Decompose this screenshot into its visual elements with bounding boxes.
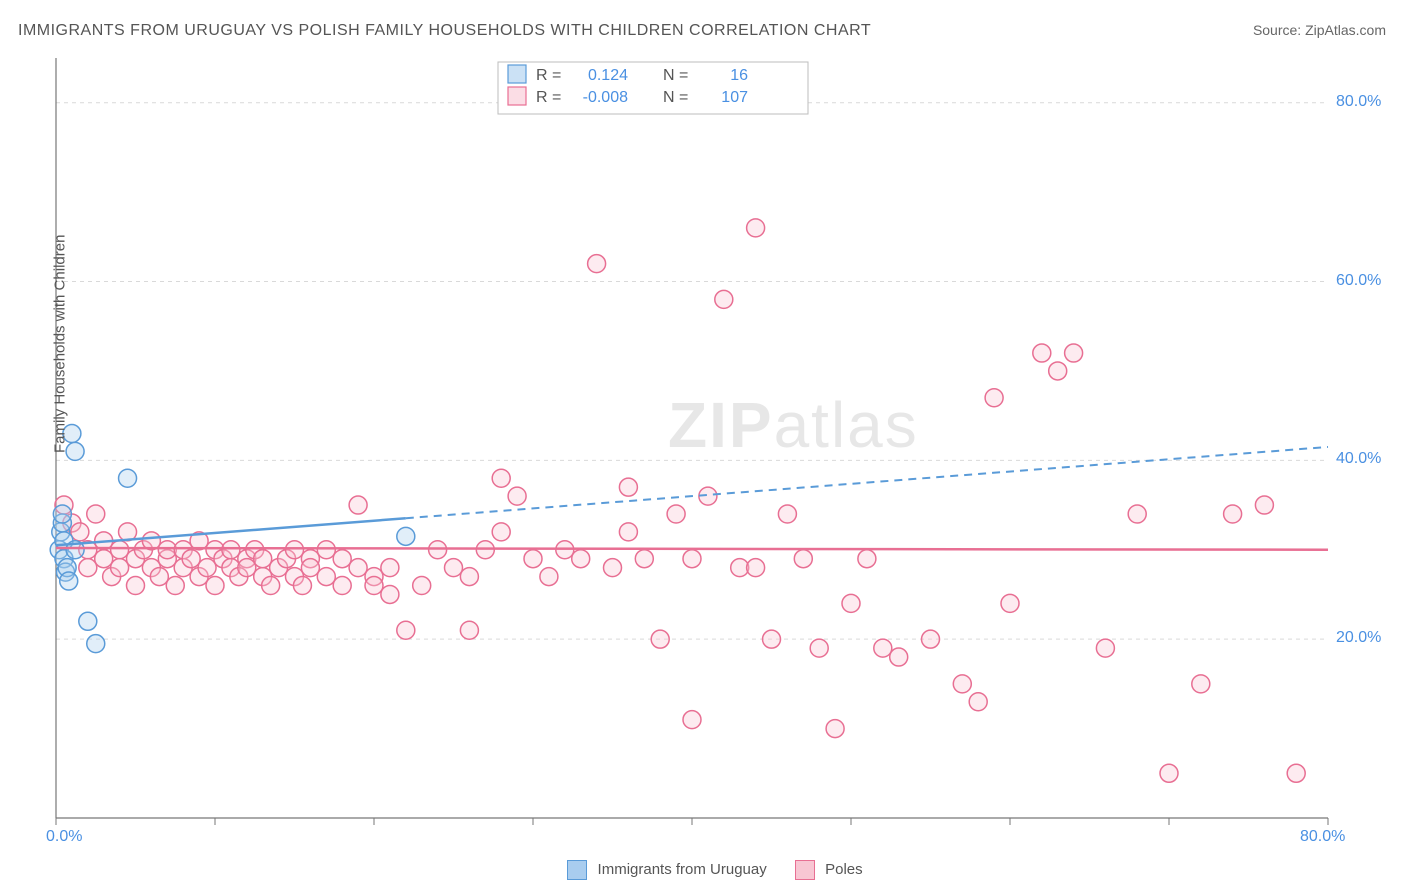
chart-container: IMMIGRANTS FROM URUGUAY VS POLISH FAMILY… [0,0,1406,892]
chart-title: IMMIGRANTS FROM URUGUAY VS POLISH FAMILY… [18,22,871,40]
svg-text:R =: R = [536,67,561,84]
svg-text:107: 107 [721,89,748,106]
legend-swatch-poles [795,860,815,880]
svg-text:N =: N = [663,89,688,106]
chart-svg: R = 0.124 N = 16 R = -0.008 N = 107 [48,58,1388,848]
y-tick-20: 20.0% [1336,629,1381,647]
svg-text:-0.008: -0.008 [583,89,628,106]
svg-text:16: 16 [730,67,748,84]
x-tick-max: 80.0% [1300,828,1345,846]
bottom-legend: Immigrants from Uruguay Poles [0,860,1406,880]
y-tick-80: 80.0% [1336,93,1381,111]
svg-text:0.124: 0.124 [588,67,628,84]
legend-label-uruguay: Immigrants from Uruguay [598,861,767,878]
legend-swatch-uruguay [567,860,587,880]
source-prefix: Source: [1253,22,1305,38]
x-tick-min: 0.0% [46,828,82,846]
legend-label-poles: Poles [825,861,863,878]
source-name: ZipAtlas.com [1305,22,1386,38]
svg-text:N =: N = [663,67,688,84]
y-axis-label: Family Households with Children [52,235,69,453]
y-tick-40: 40.0% [1336,450,1381,468]
source-attribution: Source: ZipAtlas.com [1253,22,1386,38]
svg-text:R =: R = [536,89,561,106]
plot-area: R = 0.124 N = 16 R = -0.008 N = 107 Family Hous… [48,58,1388,848]
y-tick-60: 60.0% [1336,272,1381,290]
